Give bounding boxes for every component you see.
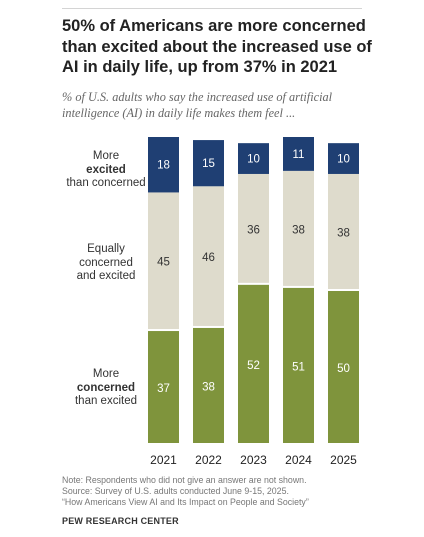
bar-equal-2023 (238, 173, 269, 283)
bar-excited-2022 (193, 140, 224, 187)
bar-equal-2024 (283, 170, 314, 286)
data-label-equal-2023: 36 (247, 224, 260, 236)
legend-excited-pre: More (92, 150, 120, 162)
bar-equal-2022 (193, 186, 224, 326)
bar-excited-2023 (238, 143, 269, 174)
legend-excited-bold: excited (86, 163, 126, 176)
data-label-equal-2024: 38 (292, 224, 305, 236)
bar-concerned-2021 (148, 331, 179, 443)
top-rule (62, 8, 362, 9)
org-name: PEW RESEARCH CENTER (62, 516, 179, 526)
x-tick-label-2024: 2024 (285, 453, 312, 467)
bar-equal-2021 (148, 192, 179, 330)
bar-excited-2025 (328, 143, 359, 174)
note-line: Note: Respondents who did not give an an… (62, 475, 307, 485)
data-label-excited-2025: 10 (337, 154, 350, 166)
bar-concerned-2025 (328, 291, 359, 443)
legend-excited-post: than concerned (66, 177, 146, 189)
data-label-concerned-2024: 51 (292, 361, 305, 373)
legend-label-equal: Equally concerned and excited (66, 243, 146, 284)
data-label-concerned-2025: 50 (337, 363, 350, 375)
bar-excited-2021 (148, 137, 179, 193)
legend-equal-line1: Equally (87, 243, 125, 255)
chart-notes: Note: Respondents who did not give an an… (62, 475, 402, 508)
data-label-concerned-2022: 38 (202, 381, 215, 393)
bar-excited-2024 (283, 137, 314, 171)
x-tick-label-2022: 2022 (195, 453, 222, 467)
bar-equal-2025 (328, 173, 359, 289)
bar-concerned-2024 (283, 287, 314, 443)
data-label-concerned-2023: 52 (247, 360, 260, 372)
bar-concerned-2022 (193, 327, 224, 443)
data-label-concerned-2021: 37 (157, 383, 170, 395)
chart-subtitle: % of U.S. adults who say the increased u… (62, 90, 333, 120)
legend-concerned-post: than excited (74, 395, 137, 407)
data-label-equal-2021: 45 (157, 257, 170, 269)
source-line: Source: Survey of U.S. adults conducted … (62, 486, 289, 496)
data-label-excited-2023: 10 (247, 154, 260, 166)
legend-equal-line2: concerned (79, 256, 133, 269)
data-label-equal-2022: 46 (202, 252, 215, 264)
x-tick-label-2023: 2023 (240, 453, 267, 467)
data-label-equal-2025: 38 (337, 227, 350, 239)
x-tick-label-2025: 2025 (330, 453, 357, 467)
data-label-excited-2024: 11 (293, 149, 305, 161)
legend-equal-line3: and excited (76, 270, 136, 282)
legend-concerned-pre: More (92, 368, 120, 380)
bar-concerned-2023 (238, 284, 269, 443)
x-tick-label-2021: 2021 (150, 453, 177, 467)
data-label-excited-2021: 18 (157, 160, 170, 172)
report-line: “How Americans View AI and Its Impact on… (62, 497, 309, 507)
data-label-excited-2022: 15 (202, 158, 215, 170)
legend-concerned-bold: concerned (76, 381, 136, 394)
legend-label-concerned: More concerned than excited (66, 368, 146, 409)
legend-label-excited: More excited than concerned (66, 150, 146, 191)
chart-title: 50% of Americans are more concerned than… (62, 17, 372, 76)
